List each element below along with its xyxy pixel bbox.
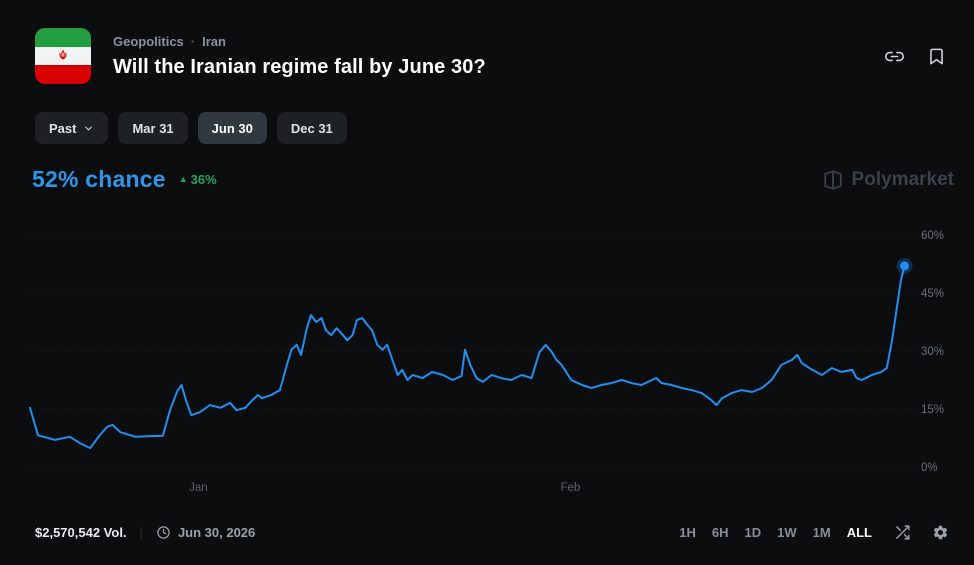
price-line (29, 264, 906, 450)
up-arrow-icon: ▲ (178, 174, 188, 184)
flag-red-stripe (35, 65, 91, 84)
tab-mar-31[interactable]: Mar 31 (118, 112, 188, 144)
y-axis-label: 45% (921, 288, 944, 300)
range-1h[interactable]: 1H (679, 524, 696, 540)
copy-link-button[interactable] (884, 46, 904, 66)
volume-label: $2,570,542 Vol. (35, 524, 127, 540)
outcome-tabs: Past Mar 31 Jun 30 Dec 31 (35, 112, 347, 144)
x-axis-label: Jan (189, 482, 208, 494)
x-axis-label: Feb (561, 482, 581, 494)
footer-separator: | (139, 524, 143, 540)
bookmark-button[interactable] (926, 46, 946, 66)
shuffle-icon (895, 524, 910, 540)
polymarket-watermark: Polymarket (822, 169, 954, 191)
past-dropdown-label: Past (49, 120, 77, 136)
footer-icon-buttons (892, 522, 950, 542)
gear-icon (933, 525, 947, 539)
tab-dec-31[interactable]: Dec 31 (276, 112, 347, 144)
past-dropdown[interactable]: Past (35, 112, 109, 144)
y-axis-label: 0% (921, 462, 938, 474)
event-titles: Geopolitics · Iran Will the Iranian regi… (113, 34, 486, 79)
polymarket-wordmark: Polymarket (851, 168, 954, 190)
chart-footer: $2,570,542 Vol. | Jun 30, 2026 1H 6H 1D … (35, 517, 950, 547)
price-chart[interactable]: 60% 45% 30% 15% 0% Jan Feb (0, 220, 974, 510)
breadcrumb-subcategory[interactable]: Iran (202, 33, 226, 49)
time-range-selector: 1H 6H 1D 1W 1M ALL (679, 525, 872, 540)
flag-white-stripe (35, 46, 91, 66)
polymarket-logo-icon (823, 169, 842, 190)
link-icon (884, 51, 904, 61)
price-row: 52% chance ▲ 36% Polymarket (32, 166, 954, 193)
page-title: Will the Iranian regime fall by June 30? (113, 55, 486, 78)
breadcrumb-category[interactable]: Geopolitics (113, 33, 184, 49)
bookmark-icon (929, 48, 943, 64)
range-1w[interactable]: 1W (777, 524, 797, 540)
chart-settings-button[interactable] (930, 522, 950, 542)
y-axis-label: 30% (921, 346, 944, 358)
flag-green-stripe (35, 28, 91, 47)
tab-label: Dec 31 (290, 120, 333, 136)
tab-jun-30[interactable]: Jun 30 (197, 112, 267, 144)
breadcrumb: Geopolitics · Iran (113, 34, 486, 49)
header-actions (884, 46, 946, 66)
y-axis-label: 15% (921, 404, 944, 416)
breadcrumb-separator: · (190, 33, 196, 49)
tab-label: Mar 31 (132, 120, 174, 136)
end-date-label: Jun 30, 2026 (177, 524, 256, 540)
iran-flag-icon (35, 28, 91, 84)
end-date: Jun 30, 2026 (156, 525, 255, 540)
tab-label: Jun 30 (211, 120, 253, 136)
range-all[interactable]: ALL (846, 524, 872, 540)
range-6h[interactable]: 6H (711, 524, 729, 540)
chevron-down-icon (83, 123, 94, 134)
price-chart-svg[interactable]: 60% 45% 30% 15% 0% Jan Feb (0, 220, 974, 510)
price-change-value: 36% (190, 172, 217, 187)
event-header: Geopolitics · Iran Will the Iranian regi… (35, 28, 946, 84)
range-1m[interactable]: 1M (812, 524, 831, 540)
price-change: ▲ 36% (179, 172, 217, 187)
iran-emblem-icon (59, 49, 67, 60)
compare-button[interactable] (892, 522, 912, 542)
y-axis-label: 60% (921, 230, 944, 242)
range-1d[interactable]: 1D (744, 524, 762, 540)
clock-icon (157, 525, 170, 539)
current-price-dot (899, 261, 909, 271)
current-chance: 52% chance (32, 166, 166, 192)
